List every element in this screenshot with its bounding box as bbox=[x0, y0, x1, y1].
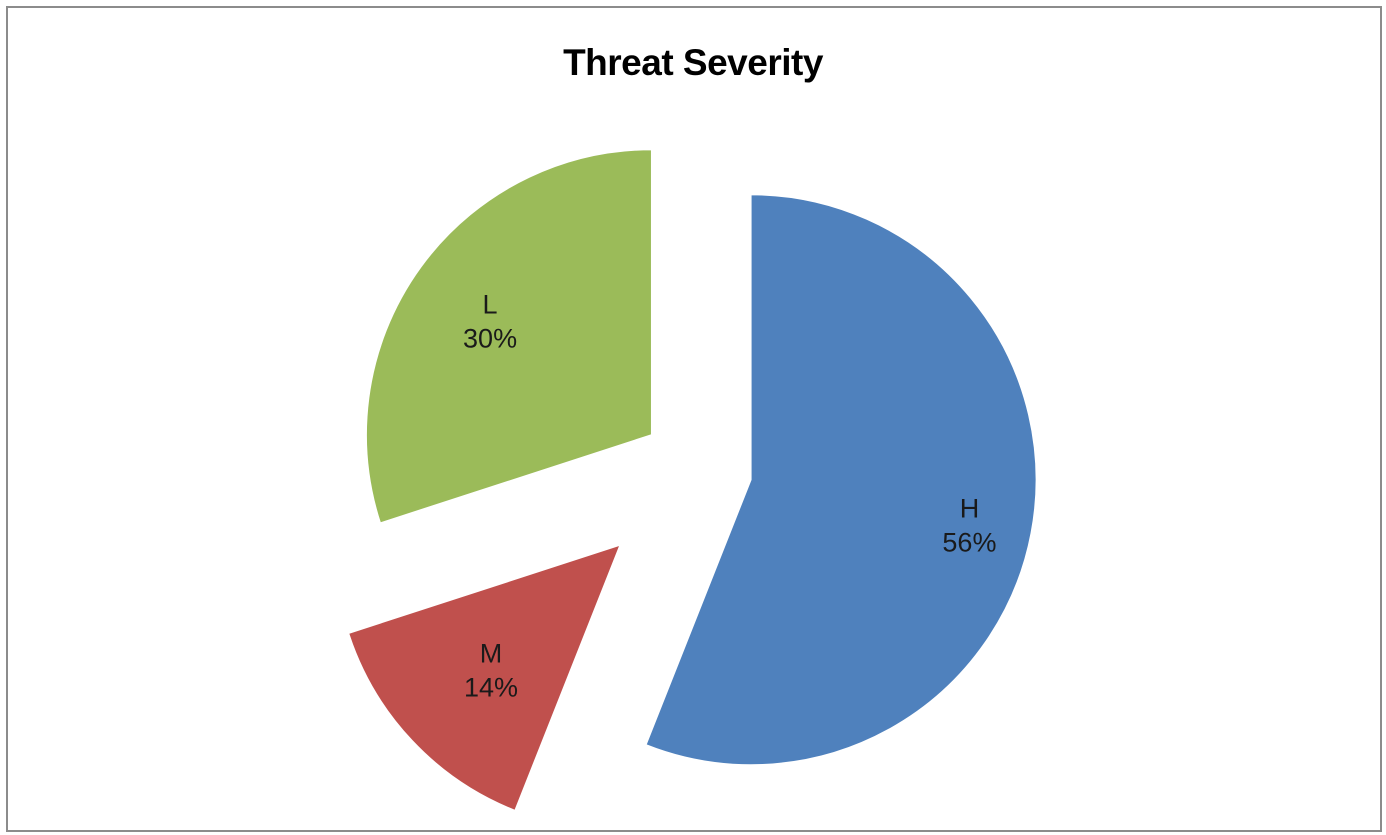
slice-category-label: L bbox=[483, 289, 498, 319]
slice-category-label: H bbox=[960, 493, 980, 523]
chart-title: Threat Severity bbox=[563, 42, 823, 83]
pie-slices bbox=[348, 149, 1037, 811]
pie-slice-h bbox=[645, 194, 1037, 766]
slice-category-label: M bbox=[480, 638, 503, 668]
pie-slice-m bbox=[348, 544, 621, 811]
pie-labels: H 56% M 14% L 30% bbox=[463, 289, 996, 702]
slice-percent-label: 30% bbox=[463, 323, 517, 353]
pie-slice-l bbox=[366, 149, 652, 524]
slice-percent-label: 56% bbox=[942, 527, 996, 557]
slice-percent-label: 14% bbox=[464, 672, 518, 702]
